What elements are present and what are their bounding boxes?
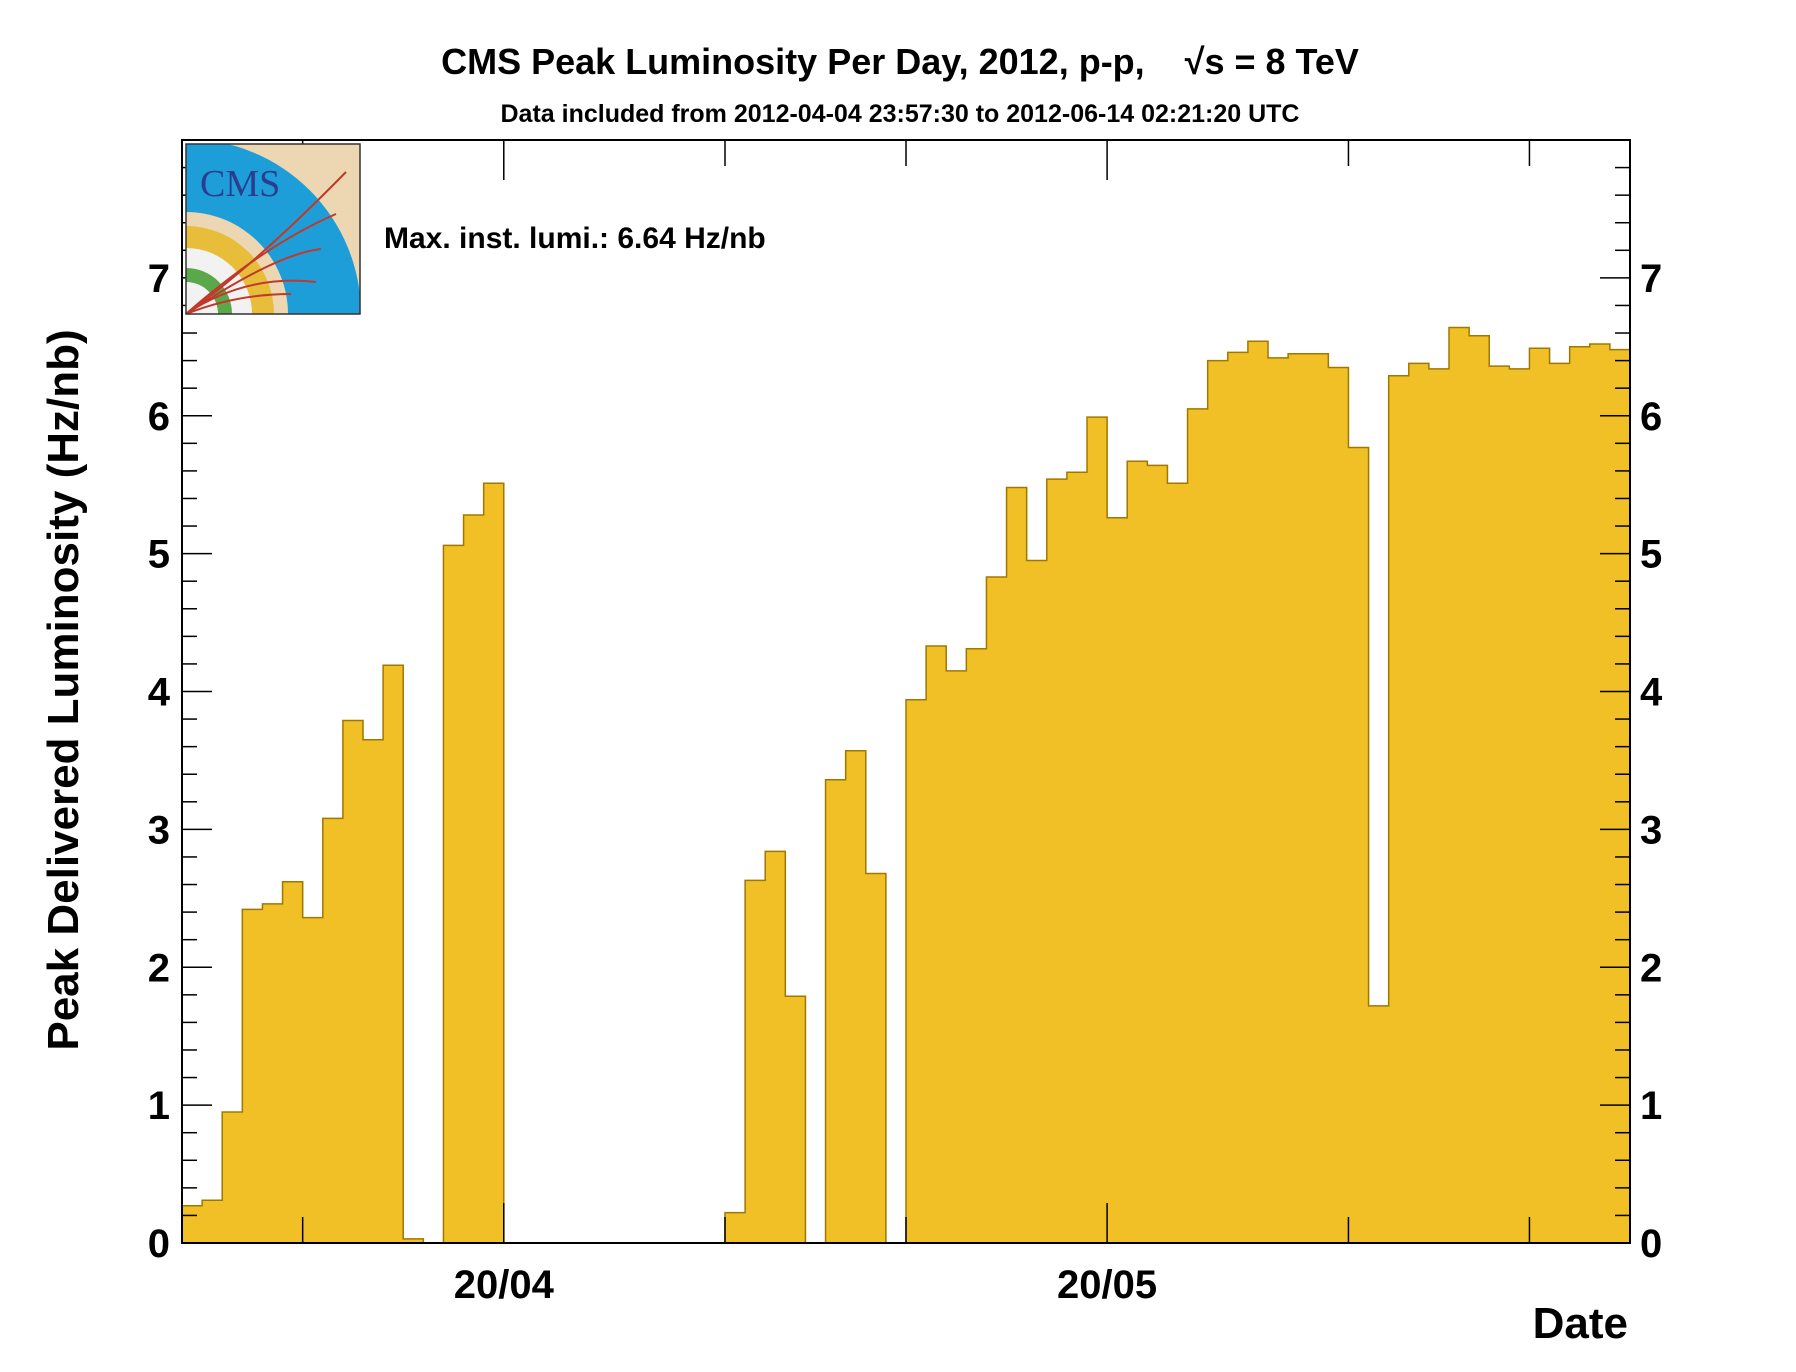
- bar: [1147, 465, 1169, 1243]
- bar: [1388, 375, 1410, 1243]
- bar: [342, 720, 364, 1243]
- y-tick-label-left: 6: [148, 395, 170, 439]
- bar: [1609, 349, 1631, 1243]
- bar: [483, 483, 505, 1243]
- bar: [1569, 346, 1591, 1243]
- bar: [1408, 363, 1430, 1243]
- bar: [1167, 483, 1189, 1243]
- bar: [1087, 417, 1108, 1243]
- bar: [966, 648, 988, 1243]
- y-tick-label-right: 7: [1640, 257, 1662, 301]
- y-axis-label: Peak Delivered Luminosity (Hz/nb): [39, 329, 88, 1050]
- bar: [1428, 368, 1450, 1243]
- bar: [1308, 353, 1329, 1244]
- bar: [1529, 348, 1551, 1243]
- bar: [363, 739, 384, 1243]
- x-tick-label: 20/04: [454, 1263, 555, 1307]
- bar: [865, 873, 887, 1243]
- svg-text:CMS: CMS: [200, 163, 280, 205]
- ticks-layer: 0 0 1 1 2 2 3 3 4 4 5 5 6 6 7 7 20/04 20/05: [148, 139, 1663, 1307]
- y-tick-label-right: 3: [1640, 808, 1662, 852]
- bar: [785, 996, 807, 1243]
- bar-outline: [181, 326, 1631, 1244]
- cms-logo: CMS: [185, 143, 361, 315]
- y-tick-label-left: 0: [148, 1222, 170, 1266]
- bar: [463, 515, 485, 1243]
- y-tick-label-left: 5: [148, 533, 170, 577]
- bar: [1348, 447, 1370, 1244]
- bar: [765, 851, 786, 1243]
- y-tick-label-left: 7: [148, 257, 170, 301]
- bar: [302, 917, 324, 1243]
- y-tick-label-right: 1: [1640, 1084, 1662, 1128]
- bars-layer: [181, 326, 1631, 1244]
- y-tick-label-left: 2: [148, 946, 170, 990]
- bar: [825, 779, 847, 1243]
- bar: [906, 699, 927, 1243]
- chart-subtitle: Data included from 2012-04-04 23:57:30 t…: [501, 100, 1300, 128]
- bar: [383, 665, 404, 1243]
- y-tick-label-right: 6: [1640, 395, 1662, 439]
- bar: [242, 909, 264, 1243]
- bar: [1268, 357, 1289, 1244]
- bar: [1006, 487, 1028, 1243]
- y-tick-label-right: 4: [1640, 671, 1663, 715]
- bar: [725, 1212, 746, 1243]
- y-tick-label-left: 3: [148, 808, 170, 852]
- bar: [1227, 352, 1249, 1244]
- chart-title: CMS Peak Luminosity Per Day, 2012, p-p, …: [441, 41, 1359, 82]
- bar: [222, 1112, 243, 1243]
- bar: [1449, 327, 1470, 1243]
- bar: [1328, 367, 1350, 1243]
- bar: [1107, 517, 1128, 1243]
- bar: [403, 1238, 424, 1243]
- bar: [1127, 461, 1148, 1243]
- bar: [845, 750, 867, 1243]
- bar: [1469, 335, 1490, 1243]
- bar: [745, 880, 766, 1243]
- chart-title-main: CMS Peak Luminosity Per Day, 2012, p-p,: [441, 41, 1145, 82]
- bar: [262, 903, 284, 1243]
- plot-frame: [181, 139, 1631, 1244]
- bar: [1509, 368, 1531, 1243]
- y-tick-label-right: 5: [1640, 533, 1662, 577]
- bar: [1368, 1005, 1390, 1243]
- bar: [1187, 408, 1209, 1243]
- bar: [926, 646, 947, 1243]
- max-lumi-annotation: Max. inst. lumi.: 6.64 Hz/nb: [384, 222, 766, 255]
- bar: [282, 881, 304, 1243]
- y-tick-label-right: 0: [1640, 1222, 1662, 1266]
- bar: [443, 545, 465, 1243]
- bar: [322, 818, 344, 1243]
- bar: [182, 1205, 203, 1243]
- y-tick-label-right: 2: [1640, 946, 1662, 990]
- bar: [1066, 472, 1088, 1243]
- bar: [1207, 360, 1229, 1244]
- bar: [202, 1200, 223, 1243]
- chart-title-energy: √s = 8 TeV: [1185, 41, 1359, 82]
- bar: [1549, 363, 1571, 1243]
- bar: [1046, 479, 1068, 1243]
- bar: [946, 670, 967, 1243]
- bar: [1026, 560, 1048, 1243]
- bar: [1247, 341, 1269, 1243]
- y-tick-label-left: 4: [148, 671, 171, 715]
- x-axis-label: Date: [1533, 1299, 1628, 1348]
- bar: [1589, 344, 1611, 1243]
- x-tick-label: 20/05: [1057, 1263, 1157, 1307]
- bar: [986, 577, 1008, 1243]
- bar: [1288, 353, 1309, 1244]
- y-tick-label-left: 1: [148, 1084, 170, 1128]
- bar: [1489, 366, 1510, 1243]
